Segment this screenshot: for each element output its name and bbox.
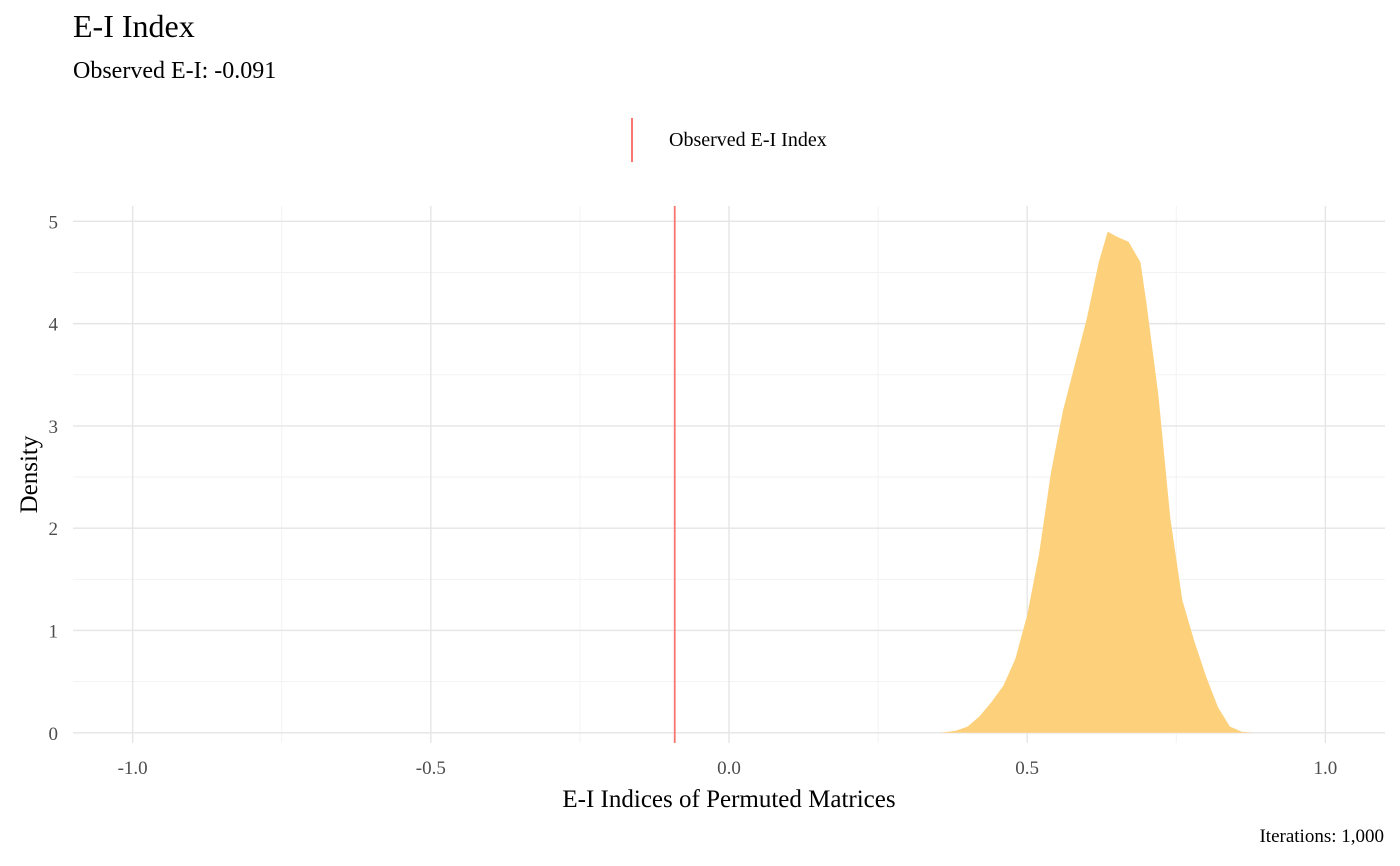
y-tick-label: 2 [49, 519, 59, 540]
y-tick-label: 3 [49, 417, 59, 438]
y-tick-label: 1 [49, 621, 59, 642]
x-tick-label: -0.5 [416, 758, 446, 779]
density-area [940, 231, 1254, 733]
legend-key-reference-line [620, 116, 644, 164]
x-tick-label: 0.5 [1015, 758, 1039, 779]
x-axis-title: E-I Indices of Permuted Matrices [562, 786, 895, 813]
x-tick-labels: -1.0 -0.5 0.0 0.5 1.0 [118, 758, 1338, 779]
y-tick-label: 5 [49, 212, 59, 233]
y-tick-label: 0 [49, 724, 59, 745]
legend-label: Observed E-I Index [669, 128, 827, 151]
x-tick-label: 1.0 [1313, 758, 1337, 779]
y-tick-labels: 0 1 2 3 4 5 [49, 212, 59, 744]
y-tick-label: 4 [49, 315, 59, 336]
chart-subtitle: Observed E-I: -0.091 [73, 58, 277, 84]
y-axis-title: Density [16, 435, 43, 513]
chart-title: E-I Index [73, 8, 195, 44]
density-area-group [940, 231, 1254, 733]
legend: Observed E-I Index [620, 116, 827, 164]
caption: Iterations: 1,000 [1259, 826, 1384, 847]
x-tick-label: 0.0 [717, 758, 741, 779]
x-tick-label: -1.0 [118, 758, 148, 779]
